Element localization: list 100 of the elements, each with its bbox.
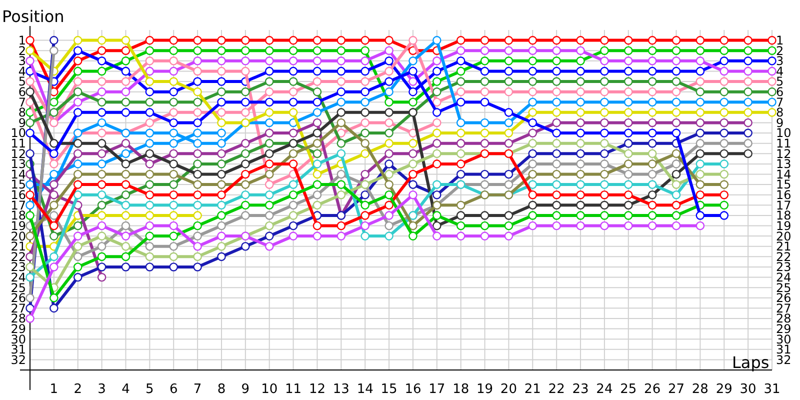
point — [528, 190, 538, 200]
x-tick-label: 6 — [169, 382, 178, 397]
point — [696, 87, 705, 96]
point — [552, 46, 561, 56]
point — [648, 87, 657, 96]
point — [193, 56, 202, 66]
point — [480, 56, 490, 66]
point — [576, 180, 585, 189]
point — [50, 190, 58, 200]
point — [456, 170, 466, 179]
point — [456, 232, 466, 240]
point — [600, 87, 609, 96]
point — [432, 66, 442, 76]
x-tick-label: 12 — [308, 382, 326, 397]
point — [193, 211, 202, 220]
point — [648, 190, 657, 200]
point — [73, 46, 82, 56]
point — [241, 138, 250, 148]
point — [720, 108, 729, 117]
point — [97, 262, 106, 272]
point — [145, 190, 154, 200]
point — [720, 36, 729, 45]
point — [384, 232, 394, 240]
point — [600, 190, 609, 200]
point — [432, 77, 442, 86]
point — [217, 138, 226, 148]
point — [720, 56, 729, 66]
point — [73, 56, 82, 66]
point — [50, 36, 58, 45]
point — [145, 200, 154, 210]
point — [552, 200, 561, 210]
point — [169, 128, 178, 138]
point — [696, 118, 705, 128]
x-tick-label: 26 — [644, 382, 661, 397]
point — [73, 180, 82, 189]
point — [576, 118, 585, 128]
point — [312, 221, 322, 230]
point — [672, 221, 681, 230]
point — [169, 149, 178, 158]
point — [696, 66, 705, 76]
point — [288, 128, 298, 138]
point — [288, 232, 298, 240]
point — [73, 66, 82, 76]
point — [288, 221, 298, 230]
point — [624, 98, 633, 107]
point — [600, 149, 609, 158]
point — [97, 272, 106, 282]
point — [528, 87, 538, 96]
x-tick-label: 5 — [146, 382, 154, 397]
point — [145, 138, 154, 148]
point — [73, 170, 82, 179]
point — [456, 138, 466, 148]
point — [576, 128, 585, 138]
point — [552, 77, 561, 86]
point — [145, 262, 154, 272]
point — [480, 118, 490, 128]
x-tick-label: 16 — [404, 382, 422, 397]
point — [217, 200, 226, 210]
y2-tick-label: 32 — [776, 352, 792, 367]
point — [169, 118, 178, 128]
point — [360, 118, 370, 128]
point — [336, 118, 346, 128]
point — [720, 190, 729, 200]
point — [552, 108, 561, 117]
point — [360, 128, 370, 138]
point — [720, 180, 729, 189]
point — [384, 46, 394, 56]
point — [193, 118, 202, 128]
point — [97, 221, 106, 230]
x-tick-label: 4 — [122, 382, 130, 397]
point — [648, 211, 657, 220]
point — [241, 36, 250, 45]
point — [264, 232, 274, 240]
point — [384, 36, 394, 45]
point — [217, 128, 226, 138]
point — [360, 36, 370, 45]
point — [169, 190, 178, 200]
point — [552, 149, 561, 158]
point — [169, 77, 178, 86]
point — [552, 36, 561, 45]
point — [648, 128, 657, 138]
point — [408, 138, 418, 148]
point — [408, 98, 418, 107]
point — [696, 128, 705, 138]
point — [384, 108, 394, 117]
point — [456, 200, 466, 210]
point — [456, 118, 466, 128]
point — [768, 77, 776, 86]
point — [145, 66, 154, 76]
point — [121, 98, 130, 107]
point — [480, 66, 490, 76]
point — [504, 46, 514, 56]
point — [360, 56, 370, 66]
point — [97, 211, 106, 220]
point — [672, 160, 681, 168]
point — [312, 36, 322, 45]
point — [241, 87, 250, 96]
point — [672, 180, 681, 189]
point — [121, 180, 130, 189]
point — [456, 160, 466, 168]
